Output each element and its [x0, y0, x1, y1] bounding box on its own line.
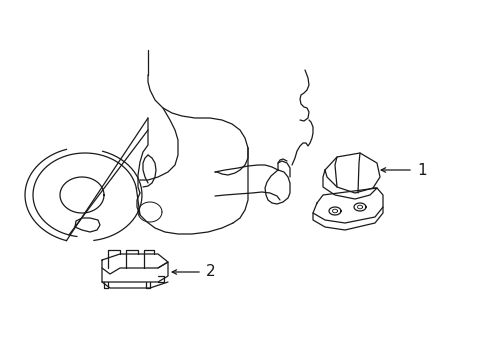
- Text: 2: 2: [205, 265, 215, 279]
- Text: 1: 1: [416, 162, 426, 177]
